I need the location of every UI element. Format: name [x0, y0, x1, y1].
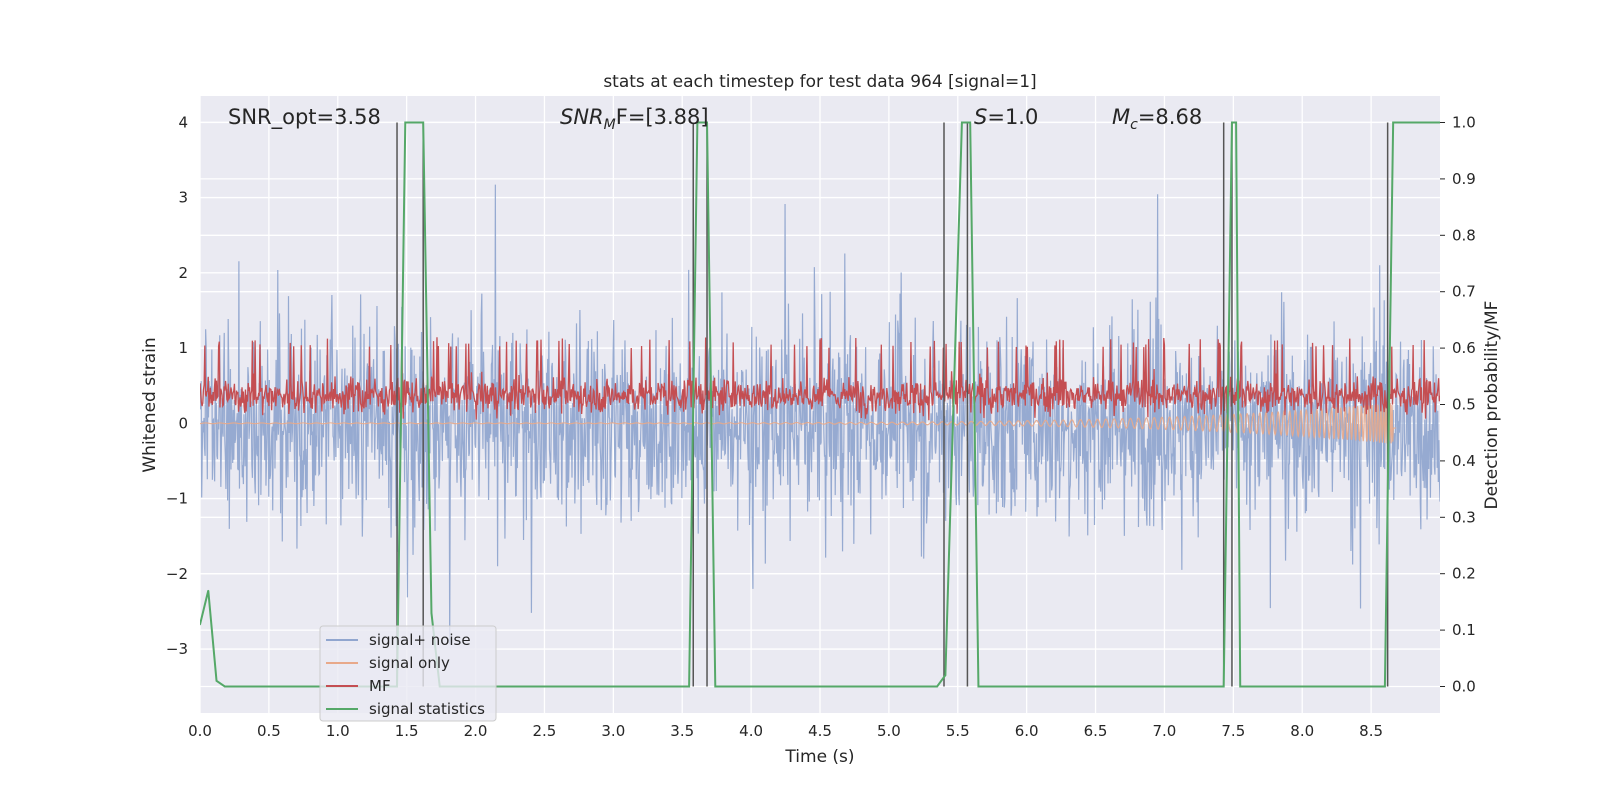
chart-title: stats at each timestep for test data 964…: [603, 72, 1036, 92]
signal-statistics-point-7: [430, 612, 433, 614]
snr-mf-base: SNR: [560, 105, 604, 129]
x-tick-label-7: 3.5: [670, 722, 694, 740]
x-tick-label-8: 4.0: [739, 722, 763, 740]
x-tick-label-10: 5.0: [877, 722, 901, 740]
signal-statistics-point-18: [1222, 685, 1225, 688]
s-sym: S: [974, 105, 987, 129]
signal-statistics-point-1: [207, 589, 210, 592]
signal-statistics-point-15: [961, 121, 963, 124]
signal-statistics-point-12: [714, 685, 717, 688]
legend: signal+ noise signal only MF signal stat…: [319, 625, 497, 722]
signal-statistics-point-22: [1384, 685, 1386, 688]
legend-label-signal-noise: signal+ noise: [369, 631, 471, 649]
y-right-tick-label-5: 0.5: [1452, 396, 1476, 414]
snr-mf-rest: F=[3.88]: [616, 105, 709, 129]
legend-label-signal-statistics: signal statistics: [369, 700, 485, 718]
y-right-tick-label-7: 0.3: [1452, 508, 1476, 526]
signal-statistics-point-19: [1231, 121, 1233, 124]
legend-label-mf: MF: [369, 677, 391, 695]
y-left-tick-label-5: −1: [166, 490, 188, 508]
signal-statistics-point-17: [977, 685, 980, 688]
s-val: =1.0: [987, 105, 1038, 129]
series-mf-line: [200, 337, 1440, 421]
signal-statistics-point-0: [200, 623, 201, 626]
x-tick-label-0: 0.0: [188, 722, 212, 740]
x-tick-label-15: 7.5: [1221, 722, 1245, 740]
annotation-s: S=1.0: [974, 105, 1038, 129]
x-tick-label-4: 2.0: [464, 722, 488, 740]
x-tick-label-12: 6.0: [1015, 722, 1039, 740]
annotation-snr-opt: SNR_opt=3.58: [228, 105, 381, 130]
y-left-tick-label-6: −2: [166, 565, 188, 583]
x-axis-label: Time (s): [784, 747, 854, 767]
y-left-tick-label-1: 3: [178, 189, 188, 207]
signal-statistics-point-24: [1439, 121, 1440, 124]
signal-statistics-point-9: [688, 685, 690, 688]
y-left-tick-label-4: 0: [178, 414, 188, 432]
x-tick-label-16: 8.0: [1290, 722, 1314, 740]
x-tick-label-2: 1.0: [326, 722, 350, 740]
signal-statistics-point-20: [1235, 121, 1237, 124]
annotation-mc: Mc=8.68: [1112, 105, 1202, 133]
signal-statistics-point-13: [936, 685, 938, 688]
x-tick-label-14: 7.0: [1153, 722, 1177, 740]
signal-statistics-point-6: [422, 121, 425, 124]
y-right-tick-label-4: 0.6: [1452, 339, 1476, 357]
axes-layer: 0.0 0.5 1.0 1.5 2.0 2.5 3.0 3.5 4.0 4.5 5.0 5.5 6.0 6…: [166, 113, 1476, 740]
legend-box: [319, 625, 497, 722]
y-left-tick-label-7: −3: [166, 640, 188, 658]
signal-statistics-point-16: [969, 121, 971, 124]
y-axis-label-left: Whitened strain: [140, 337, 160, 472]
signal-statistics-point-10: [696, 121, 699, 124]
x-tick-label-13: 6.5: [1084, 722, 1108, 740]
annotation-snr-mf: SNRMF=[3.88]: [560, 105, 709, 133]
signal-statistics-point-5: [404, 121, 407, 124]
signal-statistics-point-21: [1239, 685, 1242, 688]
y-axis-label-right: Detection probability/MF: [1482, 301, 1502, 510]
y-right-tick-label-8: 0.2: [1452, 565, 1476, 583]
y-left-tick-label-3: 1: [178, 339, 188, 357]
y-right-tick-label-6: 0.4: [1452, 452, 1476, 470]
snr-mf-sub: M: [604, 117, 616, 133]
mc-sym: M: [1112, 105, 1130, 129]
y-right-tick-label-3: 0.7: [1452, 283, 1476, 301]
signal-statistics-point-11: [706, 121, 708, 124]
y-right-tick-label-9: 0.1: [1452, 621, 1476, 639]
y-right-tick-label-0: 1.0: [1452, 114, 1476, 132]
x-tick-label-6: 3.0: [601, 722, 625, 740]
signal-statistics-point-2: [215, 680, 218, 682]
x-tick-label-17: 8.5: [1359, 722, 1383, 740]
mc-sub: c: [1130, 117, 1138, 133]
y-right-tick-label-2: 0.8: [1452, 226, 1476, 244]
legend-label-signal-only: signal only: [369, 654, 450, 672]
y-right-tick-label-10: 0.0: [1452, 677, 1476, 695]
x-tick-label-5: 2.5: [533, 722, 557, 740]
series-signal-only-line: [200, 403, 1396, 444]
signal-statistics-point-23: [1392, 121, 1394, 124]
series-signal-noise-line: [200, 184, 1440, 645]
x-tick-label-11: 5.5: [946, 722, 970, 740]
y-left-tick-label-0: 4: [178, 113, 188, 131]
mc-val: =8.68: [1138, 105, 1202, 129]
y-left-tick-label-2: 2: [178, 264, 188, 282]
signal-statistics-point-14: [944, 674, 947, 677]
x-tick-label-1: 0.5: [257, 722, 281, 740]
x-tick-label-3: 1.5: [395, 722, 419, 740]
signal-statistics-point-3: [224, 685, 226, 688]
x-tick-label-9: 4.5: [808, 722, 832, 740]
y-right-tick-label-1: 0.9: [1452, 170, 1476, 188]
